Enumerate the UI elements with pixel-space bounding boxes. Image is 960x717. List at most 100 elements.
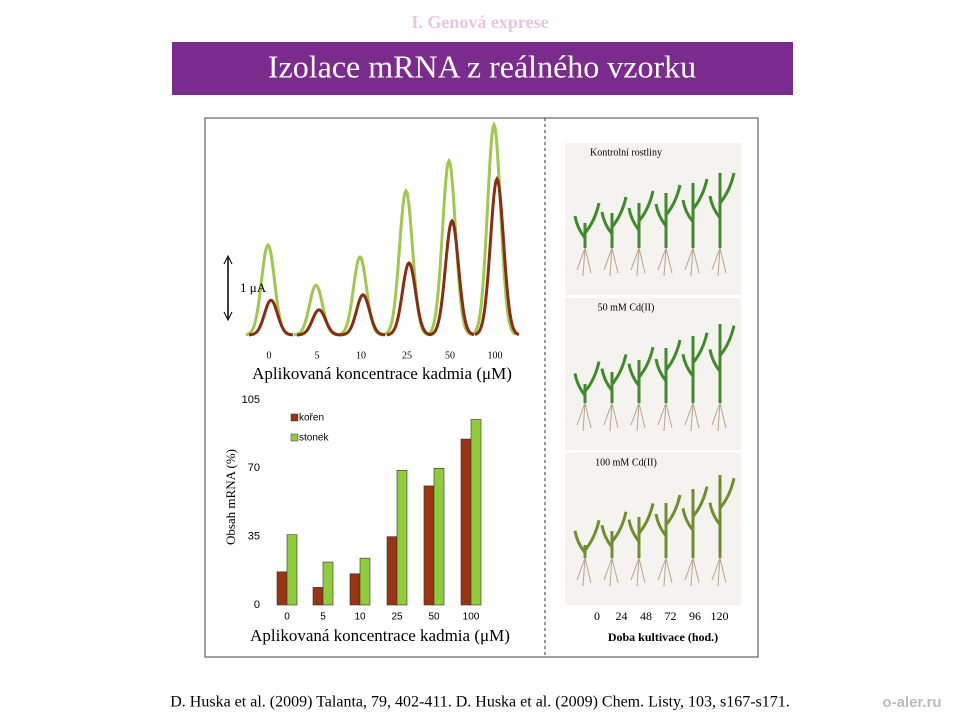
title-bar	[172, 42, 793, 95]
bar	[276, 571, 288, 606]
bar	[386, 536, 398, 606]
x-tick-label: 50	[445, 350, 455, 361]
photo-label: 100 mM Cd(II)	[595, 457, 657, 468]
plant-root	[576, 557, 592, 587]
bar	[312, 587, 324, 606]
plant-root	[603, 402, 619, 432]
plant-stem	[654, 339, 682, 403]
legend-swatch	[290, 433, 299, 442]
x-tick-label: 5	[315, 350, 320, 361]
x-tick-label: 0	[267, 350, 272, 361]
y-tick-label: 105	[242, 394, 260, 406]
time-tick-label: 120	[711, 609, 729, 623]
x-axis-label: Aplikovaná koncentrace kadmia (μM)	[250, 626, 510, 645]
bar	[322, 561, 334, 606]
peak	[248, 298, 294, 337]
plant-root	[657, 402, 673, 432]
plant-root	[657, 557, 673, 587]
plant-root	[576, 247, 592, 277]
bar	[470, 419, 482, 606]
plant-root	[657, 247, 673, 277]
peak	[340, 293, 386, 337]
x-tick-label: 100	[463, 612, 480, 623]
time-tick-label: 24	[616, 609, 628, 623]
x-tick-label: 5	[320, 612, 326, 623]
x-axis-label: Aplikovaná koncentrace kadmia (μM)	[252, 364, 512, 383]
plant-stem	[600, 511, 628, 558]
plant-root	[603, 247, 619, 277]
peak	[429, 218, 475, 337]
time-tick-label: 96	[689, 609, 701, 623]
y-tick-label: 70	[248, 462, 260, 474]
time-tick-label: 0	[594, 609, 600, 623]
photo-label: 50 mM Cd(II)	[598, 302, 655, 313]
plant-stem	[627, 190, 655, 248]
bar	[423, 485, 435, 606]
time-tick-label: 48	[640, 609, 652, 623]
plant-stem	[708, 475, 736, 558]
legend-label: kořen	[299, 413, 324, 424]
plant-stem	[708, 324, 736, 403]
photo	[565, 453, 741, 605]
plant-root	[576, 402, 592, 432]
legend-swatch	[290, 413, 299, 422]
plant-stem	[600, 196, 628, 248]
x-tick-label: 100	[488, 350, 503, 361]
time-tick-label: 72	[665, 609, 677, 623]
plant-stem	[573, 519, 601, 558]
plant-root	[630, 402, 646, 432]
y-tick-label: 0	[254, 599, 260, 611]
plant-root	[603, 557, 619, 587]
plant-stem	[627, 503, 655, 558]
photo	[565, 298, 741, 450]
plant-root	[630, 557, 646, 587]
plant-stem	[681, 332, 709, 403]
legend-label: stonek	[299, 433, 329, 444]
photo-label: Kontrolní rostliny	[590, 147, 662, 158]
plant-root	[711, 557, 727, 587]
time-axis-label: Doba kultivace (hod.)	[608, 630, 718, 644]
peak	[386, 261, 432, 337]
plant-stem	[681, 486, 709, 558]
x-tick-label: 0	[284, 612, 290, 623]
plant-root	[684, 557, 700, 587]
logo: o-aler.ru	[882, 694, 941, 711]
plant-root	[684, 247, 700, 277]
plant-stem	[573, 202, 601, 248]
bar	[286, 534, 298, 606]
slide-title: Izolace mRNA z reálného vzorku	[268, 48, 696, 84]
plant-root	[711, 402, 727, 432]
x-tick-label: 25	[402, 350, 412, 361]
bar	[349, 573, 361, 606]
x-tick-label: 25	[391, 612, 403, 623]
plant-root	[711, 247, 727, 277]
y-axis-label: Obsah mRNA (%)	[223, 449, 238, 545]
y-tick-label: 35	[248, 531, 260, 543]
scale-arrow	[223, 254, 233, 322]
bar	[359, 557, 371, 606]
plant-stem	[600, 354, 628, 403]
bar	[433, 468, 445, 606]
scale-label: 1 μA	[240, 280, 267, 295]
plant-stem	[573, 361, 601, 403]
bar	[460, 438, 472, 606]
plant-stem	[627, 346, 655, 403]
plant-root	[684, 402, 700, 432]
x-tick-label: 10	[354, 612, 366, 623]
bar	[396, 469, 408, 606]
plant-stem	[708, 172, 736, 248]
peak	[297, 308, 341, 337]
peak	[426, 157, 472, 336]
plant-stem	[654, 494, 682, 558]
citation: D. Huska et al. (2009) Talanta, 79, 402-…	[170, 694, 790, 711]
x-tick-label: 10	[356, 350, 366, 361]
section-header: I. Genová exprese	[411, 12, 548, 32]
plant-stem	[654, 184, 682, 248]
photo	[565, 143, 741, 295]
peak	[474, 175, 520, 336]
peak	[471, 120, 517, 336]
x-tick-label: 50	[428, 612, 440, 623]
plant-stem	[681, 178, 709, 248]
plant-root	[630, 247, 646, 277]
